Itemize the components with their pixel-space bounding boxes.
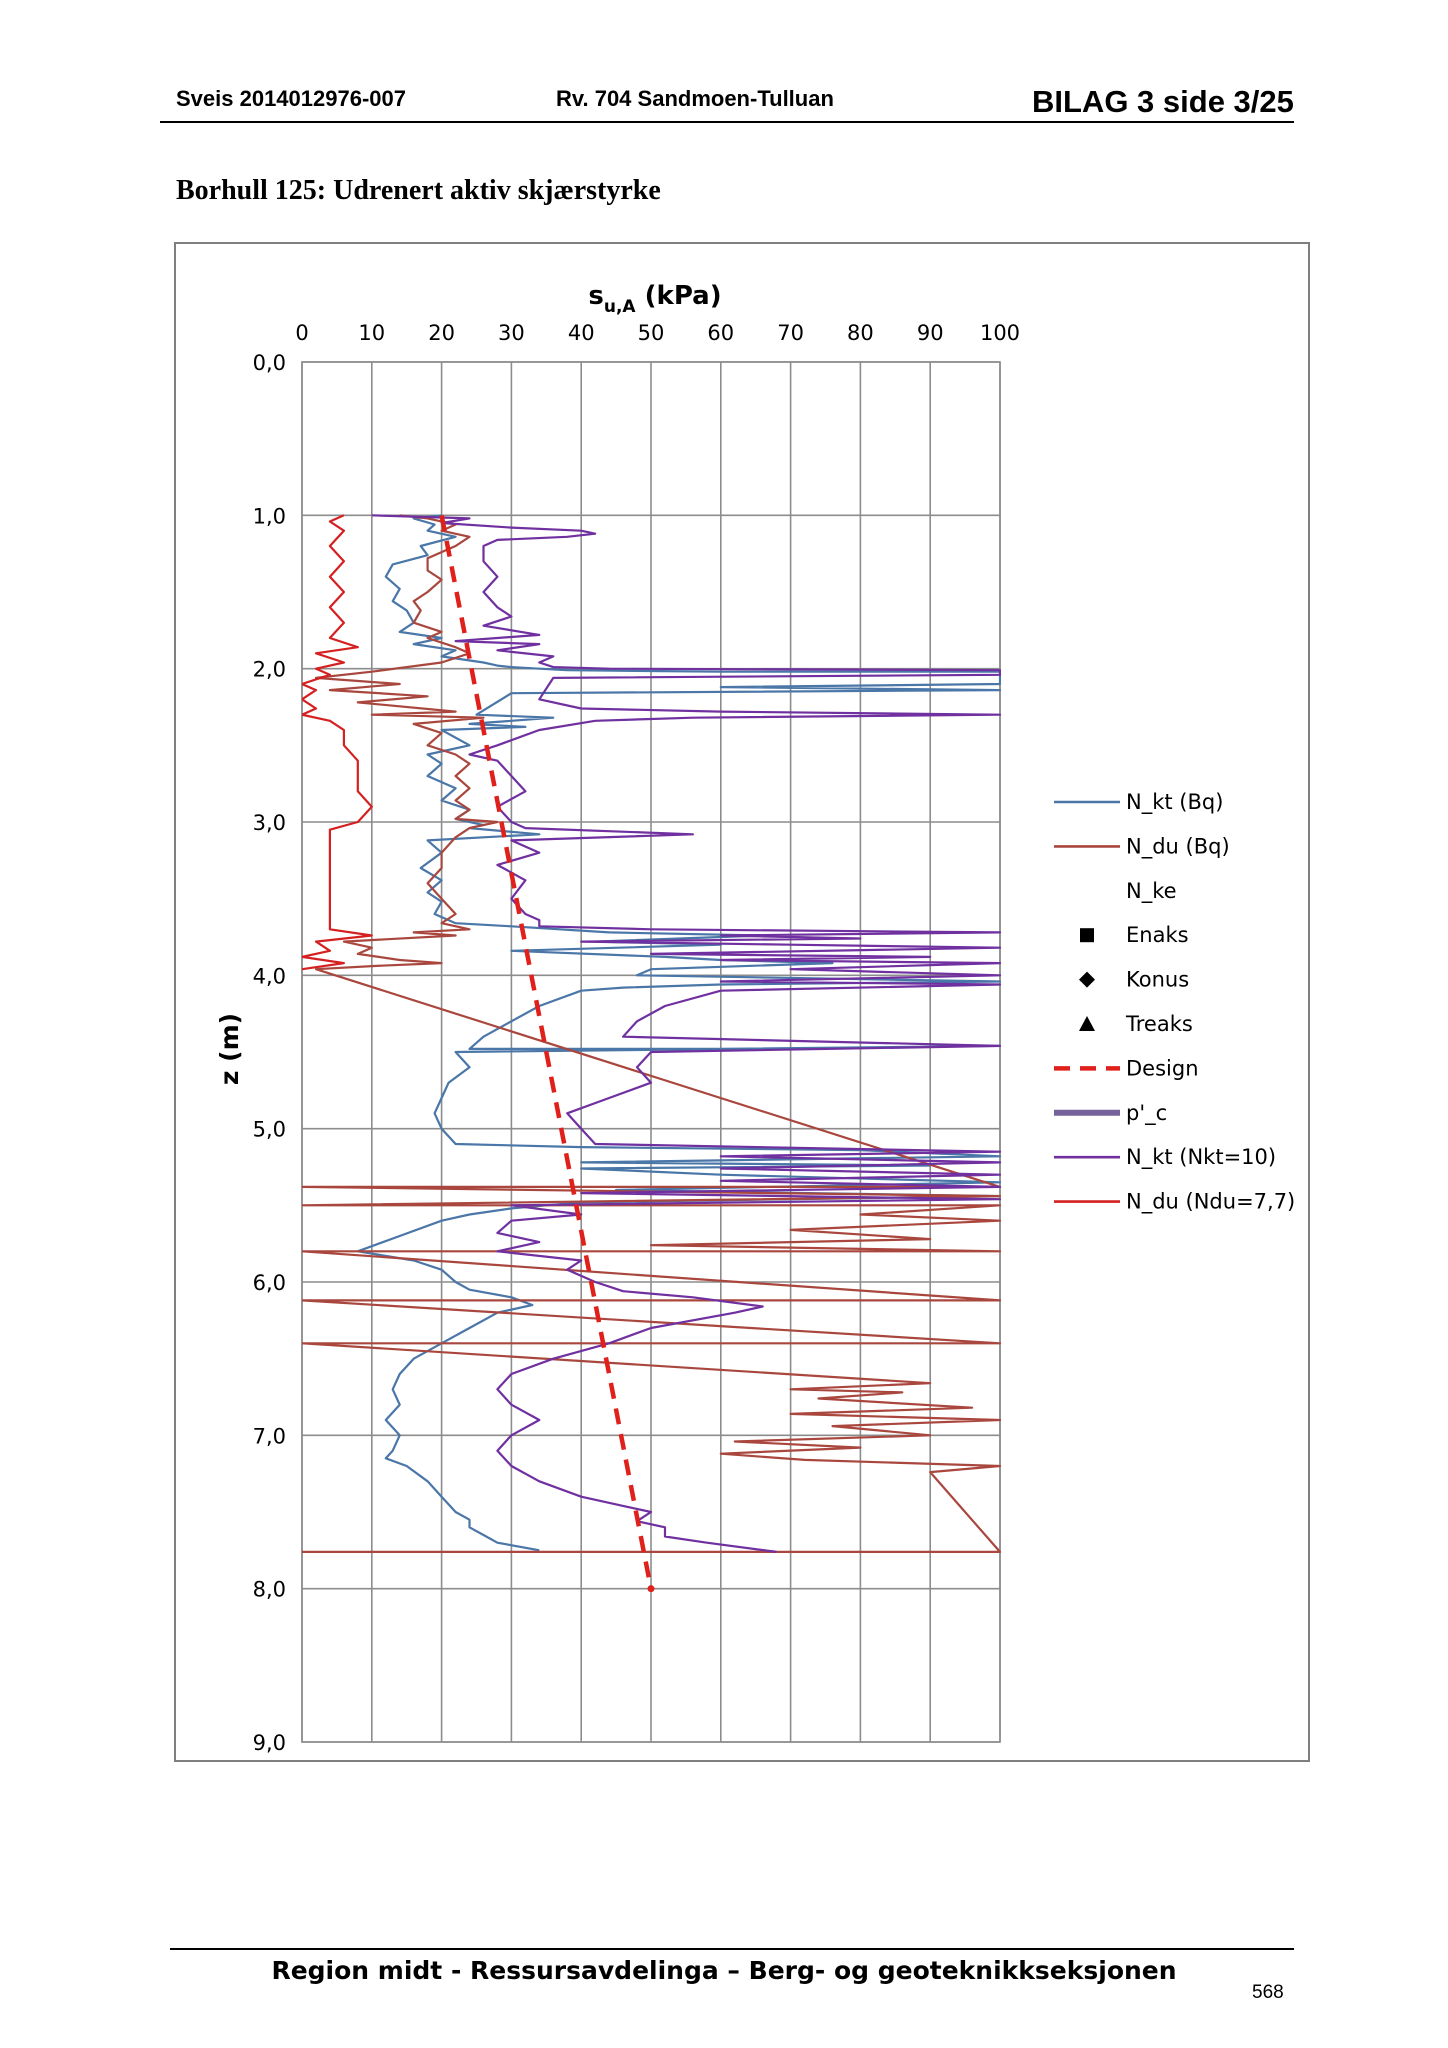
- plot-area-border: [301, 361, 1001, 1743]
- chart-frame: 0 10 20 30 40 50 60 70 80 90 100 0,0 1,0 2,0 3,0 4,0 5,0…: [174, 242, 1310, 1762]
- x-axis-title: su,A (kPa): [588, 281, 721, 317]
- y-tick-label: 5,0: [253, 1118, 286, 1142]
- legend-label: Enaks: [1126, 923, 1189, 947]
- x-tick-label: 100: [980, 321, 1020, 345]
- header-project-name: Rv. 704 Sandmoen-Tulluan: [556, 86, 834, 111]
- legend-swatch-triangle: [1079, 1016, 1095, 1031]
- footer-rule: [170, 1948, 1294, 1950]
- footer-text: Region midt - Ressursavdelinga – Berg- o…: [271, 1956, 1177, 1985]
- chart-svg: 0 10 20 30 40 50 60 70 80 90 100 0,0 1,0 2,0 3,0 4,0 5,0…: [215, 281, 1295, 1755]
- y-tick-label: 1,0: [253, 504, 286, 528]
- series-line-2: [302, 514, 1001, 1554]
- y-tick-label: 6,0: [253, 1271, 286, 1295]
- series-layer: [302, 514, 1001, 1593]
- axis-layer: 0 10 20 30 40 50 60 70 80 90 100 0,0 1,0 2,0 3,0 4,0 5,0…: [215, 281, 1020, 1755]
- header-appendix-label: BILAG 3 side 3/25: [1032, 84, 1294, 119]
- y-axis-title: z (m): [215, 1013, 244, 1085]
- header-rule: [160, 121, 1294, 123]
- legend-label: Konus: [1126, 968, 1189, 992]
- legend: N_kt (Bq) N_du (Bq) N_ke Enaks Konus Treaks De…: [1054, 790, 1295, 1215]
- y-tick-label: 9,0: [253, 1731, 286, 1755]
- legend-label: p'_c: [1126, 1101, 1167, 1126]
- series-line-1: [356, 514, 1001, 1552]
- page-title: Borhull 125: Udrenert aktiv skjærstyrke: [176, 175, 661, 206]
- x-tick-label: 10: [358, 321, 385, 345]
- y-tick-label: 0,0: [253, 351, 286, 375]
- x-tick-label: 80: [847, 321, 874, 345]
- x-tick-label: 40: [568, 321, 595, 345]
- legend-label: N_ke: [1126, 879, 1177, 904]
- series-line-4: [302, 514, 373, 971]
- legend-label: Design: [1126, 1056, 1199, 1080]
- y-tick-label: 4,0: [253, 964, 286, 988]
- page-number: 568: [1252, 1982, 1284, 2003]
- series-line-3: [371, 514, 1001, 1553]
- legend-swatch-diamond: [1079, 971, 1095, 988]
- x-tick-label: 0: [295, 321, 308, 345]
- x-tick-label: 30: [498, 321, 525, 345]
- x-tick-label: 60: [707, 321, 734, 345]
- x-tick-label: 70: [777, 321, 804, 345]
- header-left-reference: Sveis 2014012976-007: [176, 86, 406, 111]
- x-tick-label: 90: [917, 321, 944, 345]
- y-tick-label: 7,0: [253, 1424, 286, 1448]
- design-line: [439, 514, 654, 1590]
- legend-label: N_kt (Bq): [1126, 790, 1223, 815]
- legend-label: N_du (Ndu=7,7): [1126, 1190, 1295, 1215]
- legend-swatch-square: [1080, 928, 1094, 943]
- y-tick-label: 8,0: [253, 1578, 286, 1602]
- legend-label: N_kt (Nkt=10): [1126, 1145, 1276, 1170]
- x-tick-label: 20: [428, 321, 455, 345]
- y-tick-label: 2,0: [253, 658, 286, 682]
- legend-label: N_du (Bq): [1126, 834, 1230, 859]
- x-tick-label: 50: [638, 321, 665, 345]
- design-line-end-marker: [647, 1585, 655, 1593]
- legend-label: Treaks: [1125, 1012, 1193, 1036]
- y-tick-label: 3,0: [253, 811, 286, 835]
